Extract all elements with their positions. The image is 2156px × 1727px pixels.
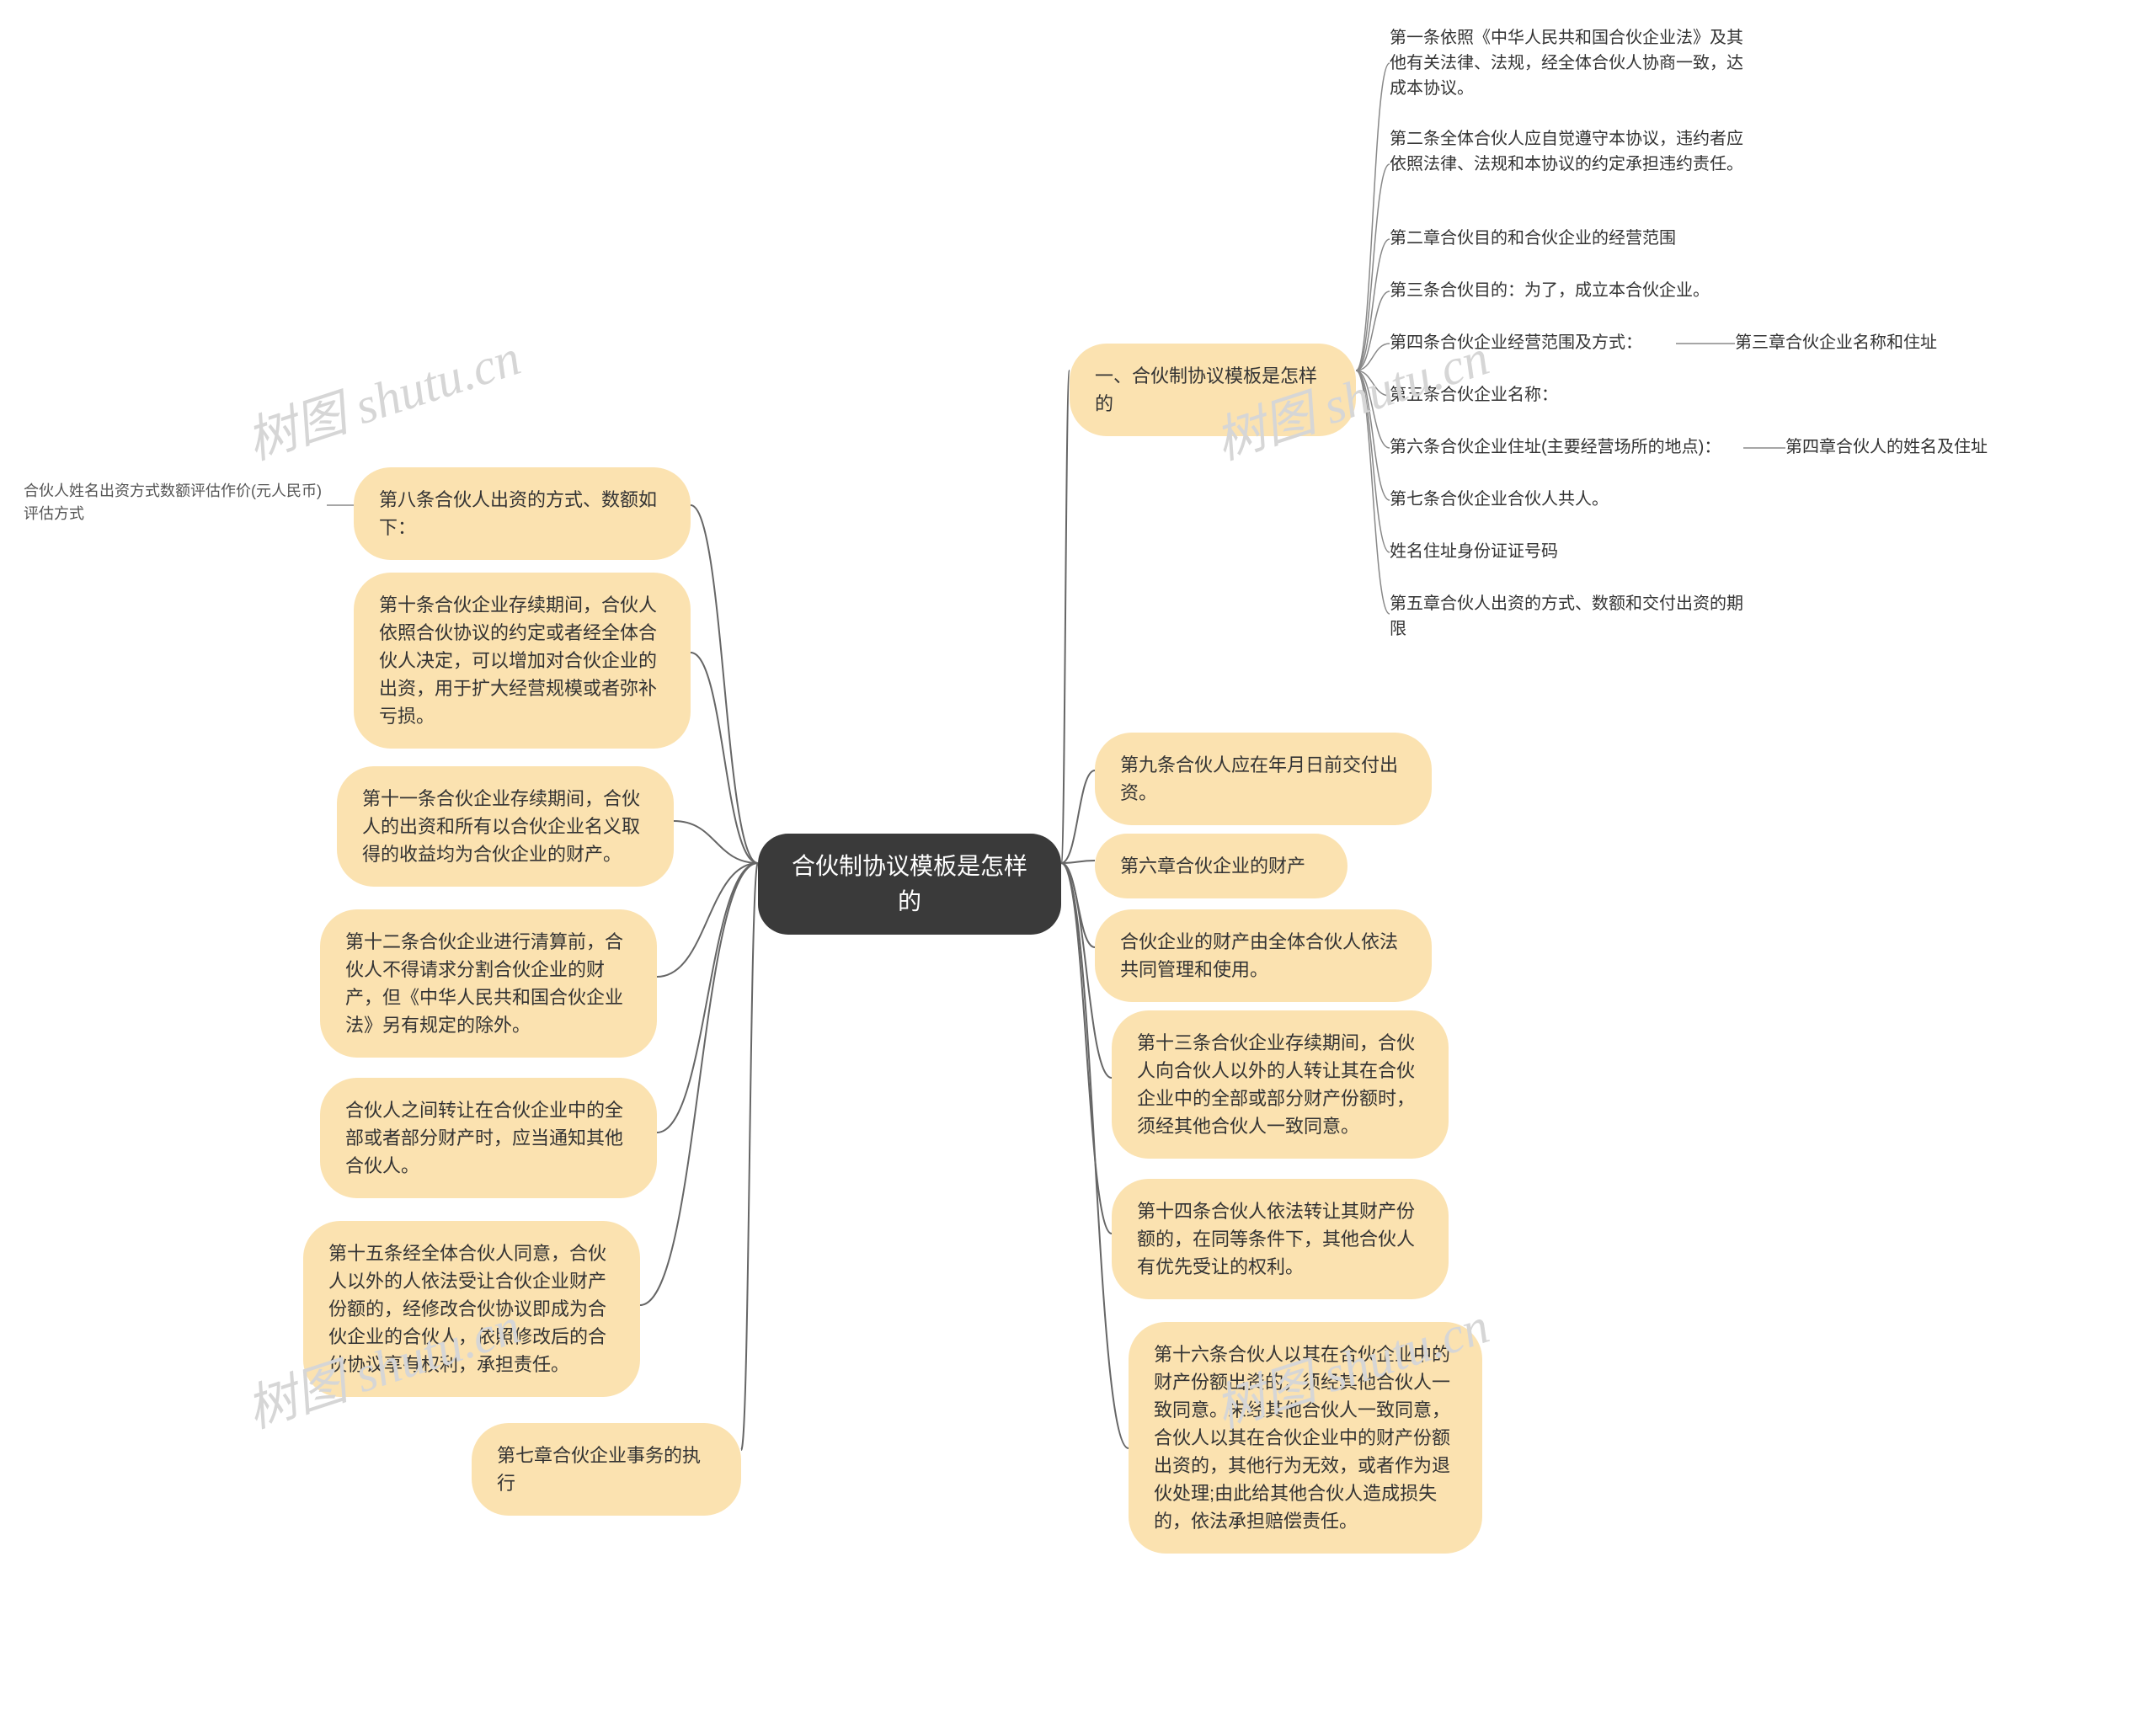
- node-l7[interactable]: 第七章合伙企业事务的执行: [472, 1423, 741, 1516]
- node-r1b[interactable]: 第二条全体合伙人应自觉遵守本协议，违约者应依照法律、法规和本协议的约定承担违约责…: [1390, 126, 1743, 177]
- node-r1a[interactable]: 第一条依照《中华人民共和国合伙企业法》及其他有关法律、法规，经全体合伙人协商一致…: [1390, 25, 1743, 101]
- node-l4[interactable]: 第十二条合伙企业进行清算前，合伙人不得请求分割合伙企业的财产，但《中华人民共和国…: [320, 909, 657, 1058]
- node-l5[interactable]: 合伙人之间转让在合伙企业中的全部或者部分财产时，应当通知其他合伙人。: [320, 1078, 657, 1198]
- node-r1e[interactable]: 第四条合伙企业经营范围及方式：: [1390, 330, 1676, 355]
- node-l3[interactable]: 第十一条合伙企业存续期间，合伙人的出资和所有以合伙企业名义取得的收益均为合伙企业…: [337, 766, 674, 887]
- node-r1i[interactable]: 姓名住址身份证证号码: [1390, 539, 1743, 564]
- node-r4[interactable]: 合伙企业的财产由全体合伙人依法共同管理和使用。: [1095, 909, 1432, 1002]
- node-l6[interactable]: 第十五条经全体合伙人同意，合伙人以外的人依法受让合伙企业财产份额的，经修改合伙协…: [303, 1221, 640, 1397]
- central-topic[interactable]: 合伙制协议模板是怎样的: [758, 834, 1061, 935]
- node-l2[interactable]: 第十条合伙企业存续期间，合伙人依照合伙协议的约定或者经全体合伙人决定，可以增加对…: [354, 573, 691, 749]
- node-r1[interactable]: 一、合伙制协议模板是怎样的: [1070, 344, 1356, 436]
- node-r7[interactable]: 第十六条合伙人以其在合伙企业中的财产份额出资的，须经其他合伙人一致同意。未经其他…: [1129, 1322, 1482, 1554]
- node-r1d[interactable]: 第三条合伙目的：为了，成立本合伙企业。: [1390, 278, 1743, 303]
- node-r1g1[interactable]: 第四章合伙人的姓名及住址: [1785, 434, 2038, 460]
- edges-layer: [0, 0, 2156, 1727]
- node-r1f[interactable]: 第五条合伙企业名称：: [1390, 382, 1743, 408]
- node-r5[interactable]: 第十三条合伙企业存续期间，合伙人向合伙人以外的人转让其在合伙企业中的全部或部分财…: [1112, 1010, 1449, 1159]
- node-l1[interactable]: 第八条合伙人出资的方式、数额如下：: [354, 467, 691, 560]
- node-r1e1[interactable]: 第三章合伙企业名称和住址: [1735, 330, 1988, 355]
- node-r2[interactable]: 第九条合伙人应在年月日前交付出资。: [1095, 733, 1432, 825]
- watermark: 树图 shutu.cn: [236, 317, 528, 474]
- node-l1a[interactable]: 合伙人姓名出资方式数额评估作价(元人民币)评估方式: [24, 480, 327, 525]
- node-r1g[interactable]: 第六条合伙企业住址(主要经营场所的地点)：: [1390, 434, 1743, 460]
- node-r1h[interactable]: 第七条合伙企业合伙人共人。: [1390, 487, 1743, 512]
- node-r3[interactable]: 第六章合伙企业的财产: [1095, 834, 1348, 898]
- mindmap-canvas: { "meta": { "canvas": { "w": 2560, "h": …: [0, 0, 2156, 1727]
- node-r6[interactable]: 第十四条合伙人依法转让其财产份额的，在同等条件下，其他合伙人有优先受让的权利。: [1112, 1179, 1449, 1299]
- node-r1c[interactable]: 第二章合伙目的和合伙企业的经营范围: [1390, 226, 1743, 251]
- node-r1j[interactable]: 第五章合伙人出资的方式、数额和交付出资的期限: [1390, 591, 1743, 642]
